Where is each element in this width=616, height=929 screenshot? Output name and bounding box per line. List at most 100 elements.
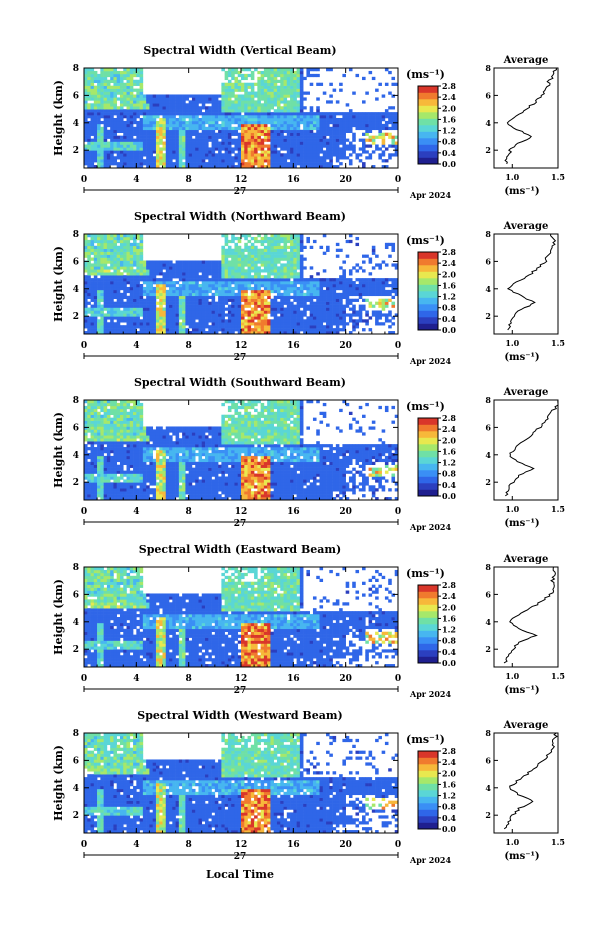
heatmap-cell bbox=[339, 322, 343, 326]
heatmap-cell bbox=[391, 141, 396, 145]
heatmap-cell bbox=[119, 79, 124, 83]
heatmap-cell bbox=[146, 103, 150, 107]
heatmap-cell bbox=[257, 313, 261, 317]
heatmap-cell bbox=[309, 281, 314, 285]
heatmap-cell bbox=[178, 159, 183, 163]
heatmap-cell bbox=[257, 310, 261, 314]
heatmap-cell bbox=[146, 153, 150, 157]
heatmap-cell bbox=[205, 106, 209, 110]
heatmap-cell bbox=[159, 126, 163, 131]
heatmap-cell bbox=[93, 295, 98, 299]
heatmap-cell bbox=[250, 251, 255, 255]
heatmap-cell bbox=[142, 138, 147, 142]
heatmap-cell bbox=[139, 313, 144, 317]
heatmap-cell bbox=[175, 135, 180, 139]
heatmap-cell bbox=[276, 73, 281, 78]
heatmap-cell bbox=[293, 115, 297, 119]
heatmap-cell bbox=[110, 150, 114, 154]
heatmap-cell bbox=[175, 316, 180, 320]
heatmap-cell bbox=[106, 123, 111, 128]
heatmap-cell bbox=[97, 242, 101, 247]
heatmap-cell bbox=[191, 269, 196, 273]
heatmap-cell bbox=[175, 307, 180, 311]
heatmap-cell bbox=[270, 132, 275, 136]
heatmap-cell bbox=[191, 278, 196, 282]
heatmap-cell bbox=[142, 328, 147, 332]
colorbar-swatch bbox=[418, 291, 438, 298]
heatmap-cell bbox=[250, 118, 255, 122]
heatmap-cell bbox=[319, 147, 324, 151]
heatmap-cell bbox=[250, 159, 255, 163]
heatmap-cell bbox=[93, 278, 98, 282]
heatmap-cell bbox=[299, 325, 304, 329]
heatmap-cell bbox=[136, 313, 140, 317]
heatmap-cell bbox=[136, 236, 140, 241]
heatmap-cell bbox=[319, 331, 324, 335]
heatmap-cell bbox=[224, 162, 229, 166]
heatmap-cell bbox=[195, 266, 199, 270]
heatmap-cell bbox=[267, 295, 271, 299]
heatmap-cell bbox=[303, 245, 307, 249]
heatmap-cell bbox=[335, 319, 340, 323]
heatmap-cell bbox=[290, 251, 294, 255]
heatmap-cell bbox=[162, 126, 167, 131]
heatmap-cell bbox=[191, 304, 196, 308]
heatmap-cell bbox=[123, 144, 127, 148]
heatmap-cell bbox=[260, 295, 265, 299]
heatmap-cell bbox=[100, 278, 104, 282]
heatmap-cell bbox=[224, 254, 229, 258]
heatmap-cell bbox=[293, 88, 297, 92]
heatmap-cell bbox=[110, 234, 114, 238]
heatmap-cell bbox=[100, 272, 104, 276]
heatmap-cell bbox=[394, 112, 399, 116]
heatmap-cell bbox=[93, 132, 98, 136]
heatmap-cell bbox=[260, 126, 265, 131]
heatmap-cell bbox=[172, 123, 176, 128]
heatmap-cell bbox=[227, 248, 232, 252]
heatmap-cell bbox=[205, 316, 209, 320]
heatmap-cell bbox=[175, 298, 180, 302]
heatmap-cell bbox=[93, 272, 98, 276]
heatmap-cell bbox=[231, 269, 235, 273]
heatmap-cell bbox=[172, 138, 176, 142]
heatmap-cell bbox=[116, 153, 121, 157]
heatmap-cell bbox=[339, 307, 343, 311]
heatmap-cell bbox=[175, 328, 180, 332]
heatmap-cell bbox=[227, 123, 232, 128]
heatmap-cell bbox=[188, 135, 193, 139]
heatmap-cell bbox=[280, 115, 284, 119]
heatmap-cell bbox=[133, 109, 137, 113]
heatmap-cell bbox=[241, 286, 245, 291]
heatmap-cell bbox=[267, 120, 271, 125]
heatmap-cell bbox=[254, 254, 258, 258]
heatmap-cell bbox=[208, 272, 212, 276]
heatmap-cell bbox=[270, 147, 275, 151]
heatmap-cell bbox=[257, 328, 261, 332]
heatmap-cell bbox=[208, 319, 212, 323]
heatmap-cell bbox=[172, 129, 176, 133]
heatmap-cell bbox=[332, 278, 337, 282]
heatmap-cell bbox=[123, 260, 127, 264]
heatmap-cell bbox=[231, 251, 235, 255]
heatmap-cell bbox=[139, 269, 144, 273]
heatmap-cell bbox=[241, 162, 245, 166]
heatmap-cell bbox=[250, 254, 255, 258]
heatmap-cell bbox=[119, 118, 124, 122]
heatmap-cell bbox=[339, 153, 343, 157]
heatmap-cell bbox=[394, 281, 399, 285]
heatmap-cell bbox=[129, 257, 134, 261]
heatmap-cell bbox=[129, 242, 134, 247]
heatmap-cell bbox=[116, 236, 121, 241]
heatmap-cell bbox=[299, 79, 304, 83]
heatmap-cell bbox=[355, 298, 360, 302]
heatmap-cell bbox=[270, 298, 275, 302]
heatmap-cell bbox=[296, 82, 301, 86]
heatmap-cell bbox=[162, 307, 167, 311]
heatmap-cell bbox=[263, 289, 268, 294]
heatmap-cell bbox=[155, 123, 160, 128]
heatmap-cell bbox=[142, 144, 147, 148]
heatmap-cell bbox=[250, 91, 255, 95]
heatmap-cell bbox=[136, 298, 140, 302]
heatmap-cell bbox=[172, 150, 176, 154]
heatmap-cell bbox=[218, 153, 222, 157]
